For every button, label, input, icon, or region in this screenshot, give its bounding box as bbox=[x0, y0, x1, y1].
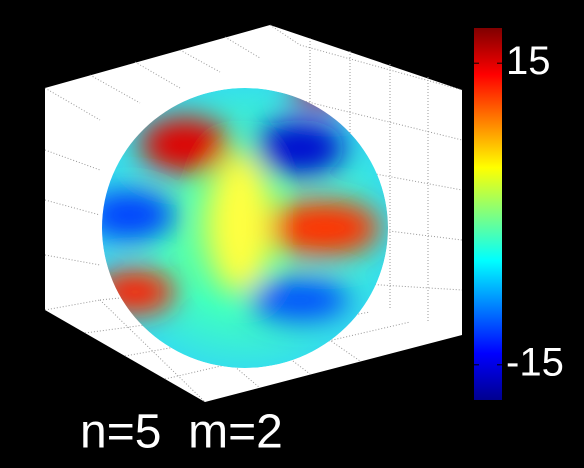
colorbar-tick-label: 15 bbox=[506, 39, 551, 83]
colorbar-tick-label: -15 bbox=[506, 340, 564, 384]
colorbar bbox=[474, 28, 502, 400]
chart-title: n=5 m=2 bbox=[80, 406, 283, 459]
